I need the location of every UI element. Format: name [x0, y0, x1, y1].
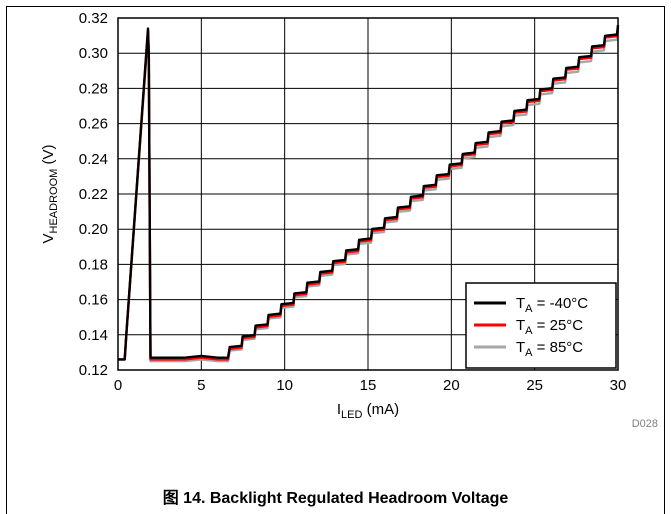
y-tick-label: 0.14 [79, 327, 108, 344]
y-tick-labels: 0.12 0.14 0.16 0.18 0.20 0.22 0.24 0.26 0.28 0.30… [79, 10, 108, 379]
y-tick-label: 0.26 [79, 116, 108, 133]
y-tick-label: 0.20 [79, 221, 108, 238]
chart: 0 5 10 15 20 25 30 0.12 0.14 0.16 0.18 0.20 0.22 0.2… [40, 10, 658, 430]
grid-lines [118, 18, 618, 370]
x-tick-label: 25 [526, 377, 543, 394]
figure-caption: 图 14. Backlight Regulated Headroom Volta… [162, 490, 509, 507]
y-tick-label: 0.22 [79, 186, 108, 203]
y-tick-label: 0.16 [79, 292, 108, 309]
x-tick-label: 30 [610, 377, 627, 394]
y-tick-label: 0.28 [79, 80, 108, 97]
y-tick-label: 0.24 [79, 151, 108, 168]
figure-id: D028 [632, 418, 658, 430]
y-tick-label: 0.30 [79, 45, 108, 62]
y-tick-label: 0.32 [79, 10, 108, 27]
legend-entry: TA = 85°C [516, 339, 583, 359]
legend-entry: TA = 25°C [516, 317, 583, 337]
figure-frame [6, 6, 665, 514]
legend: TA = -40°CTA = 25°CTA = 85°C [465, 282, 617, 369]
plot-area-border [117, 17, 619, 371]
series-line [118, 26, 620, 361]
series-line [118, 30, 620, 363]
x-tick-labels: 0 5 10 15 20 25 30 [114, 377, 627, 394]
x-tick-label: 0 [114, 377, 122, 394]
series-line [118, 24, 620, 361]
x-axis-label: ILED (mA) [337, 401, 399, 421]
legend-entry: TA = -40°C [516, 295, 588, 315]
y-tick-label: 0.18 [79, 256, 108, 273]
x-tick-label: 20 [443, 377, 460, 394]
x-tick-label: 10 [276, 377, 293, 394]
x-tick-label: 15 [360, 377, 377, 394]
series-lines [118, 24, 620, 363]
y-axis-label: VHEADROOM (V) [40, 145, 60, 244]
y-tick-label: 0.12 [79, 362, 108, 379]
x-tick-label: 5 [197, 377, 205, 394]
